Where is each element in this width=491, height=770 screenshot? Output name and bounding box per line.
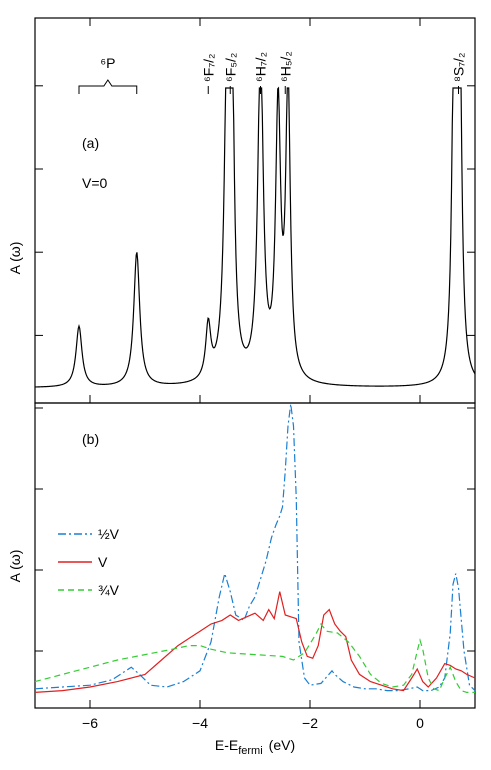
multiplet-label-2: ⁶F₅/₂ (222, 53, 238, 82)
panel-b-frame (34, 402, 476, 709)
legend-label-0: ½V (98, 526, 120, 542)
multiplet-label-1: ⁶F₇/₂ (200, 54, 216, 82)
panel-b-x-ticks: −6 −4 −2 0 (82, 700, 424, 731)
x-axis-title-sub: fermi (238, 745, 262, 757)
panel-a-ylabel: A (ω) (7, 242, 23, 275)
multiplet-bracket (78, 79, 138, 94)
x-tick-label: −6 (82, 715, 98, 731)
multiplet-labels: ⁶P ⁶F₇/₂ ⁶F₅/₂ ⁶H₇/₂ ⁶H₅/₂ ⁸S₇/₂ (78, 51, 467, 94)
legend-label-2: ¾V (98, 582, 120, 598)
panel-a: ⁶P ⁶F₇/₂ ⁶F₅/₂ ⁶H₇/₂ ⁶H₅/₂ ⁸S₇/₂ (a) V=0 A (ω… (7, 17, 476, 404)
panel-a-annotation: V=0 (82, 175, 108, 191)
series-line-0 (34, 403, 476, 692)
panel-b-ylabel: A (ω) (7, 550, 23, 583)
series-line-1 (34, 591, 476, 693)
panel-b-y-ticks (35, 407, 475, 652)
x-axis-title: E-Efermi (eV) (215, 737, 295, 757)
legend-label-1: V (98, 554, 108, 570)
svg-text:E-Efermi(eV): E-Efermi (eV) (215, 737, 295, 757)
multiplet-label-5: ⁸S₇/₂ (451, 53, 467, 82)
x-tick-label: −4 (192, 715, 208, 731)
panel-b: −6 −4 −2 0 (b) A (ω) ½V V ¾V E-Efermi (eV) (7, 402, 476, 757)
x-axis-title-main: E-E (215, 737, 238, 753)
series-line-2 (34, 622, 475, 693)
multiplet-label-3: ⁶H₇/₂ (253, 52, 269, 82)
panel-b-label: (b) (82, 431, 99, 447)
panel-a-y-ticks (35, 85, 475, 336)
panel-a-spectrum-line (34, 86, 476, 388)
legend: ½V V ¾V (58, 526, 120, 598)
x-tick-label: −2 (302, 715, 318, 731)
panel-a-x-ticks (89, 18, 421, 403)
panel-a-label: (a) (82, 135, 99, 151)
x-axis-title-unit: (eV) (269, 737, 295, 753)
multiplet-label-0: ⁶P (100, 55, 115, 71)
multiplet-label-4: ⁶H₅/₂ (277, 51, 293, 82)
x-tick-label: 0 (416, 715, 424, 731)
panel-b-series (34, 403, 476, 693)
